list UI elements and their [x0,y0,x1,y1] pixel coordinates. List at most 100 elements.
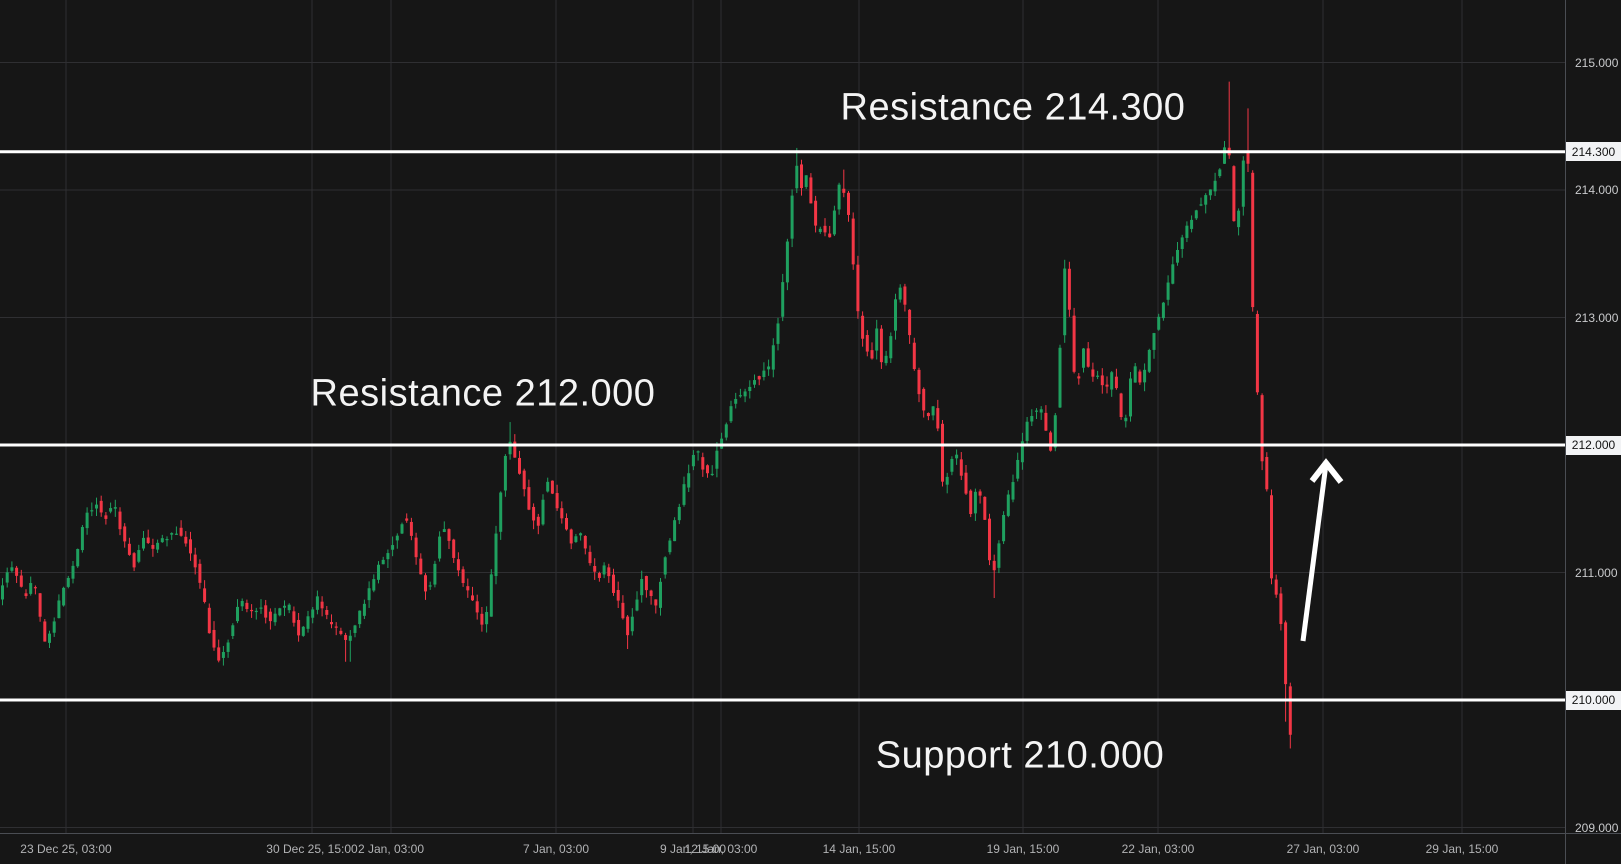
candle-body [983,496,987,520]
candle-body [1251,172,1255,308]
candle-body [1265,457,1269,490]
candle-body [306,616,310,629]
candle-body [71,565,75,579]
candle-body [1,585,4,600]
candle-body [875,328,879,351]
candle-body [842,188,846,193]
price-axis[interactable]: 215.000 214.000 213.000 212.000 211.000 210.0… [1565,0,1621,835]
candlestick-plot[interactable] [0,0,1565,833]
candle-body [212,629,216,648]
candle-body [597,573,601,578]
candle-body [377,564,380,580]
candle-body [438,536,442,559]
time-axis[interactable]: 23 Dec 25, 03:00 30 Dec 25, 15:00 2 Jan, 0… [0,833,1565,864]
candle-body [621,602,625,619]
time-tick-label: 2 Jan, 03:00 [357,842,425,856]
candle-body [1237,210,1241,228]
candle-body [607,567,611,577]
candle-body [1067,268,1071,310]
candle-body [414,537,418,558]
chart-pane[interactable]: Resistance 214.300 Resistance 212.000 Su… [0,0,1565,833]
candle-body [353,625,357,633]
candle-body [330,622,333,625]
candle-body [861,315,865,339]
price-tick-label: 211.000 [1575,565,1618,580]
candle-body [1129,378,1132,417]
candle-body [278,608,282,616]
candle-body [513,441,517,458]
candle-body [480,613,484,625]
candle-body [38,593,42,617]
gridlines [0,0,1565,833]
candle-body [1124,417,1128,422]
candle-body [250,609,254,612]
candle-body [955,454,959,459]
candle-body [348,635,352,641]
time-tick-label: 29 Jan, 15:00 [1425,842,1499,856]
time-tick-label: 9 Jan, 15:00 [659,842,727,856]
candle-body [894,299,897,331]
candle-body [809,177,813,204]
candle-body [950,458,954,472]
candle-body [325,609,329,615]
candle-body [691,454,695,467]
candle-body [673,520,677,542]
candle-body [856,264,860,312]
candle-body [593,566,597,572]
candle-body [1039,409,1043,413]
candle-body [889,336,893,359]
candle-body [823,225,827,233]
candle-body [151,544,155,549]
candle-body [626,616,630,636]
support-label[interactable]: Support 210.000 [875,734,1165,777]
time-tick-label: 30 Dec 25, 15:00 [266,842,358,856]
candle-body [334,626,338,628]
resistance-mid-label[interactable]: Resistance 212.000 [310,372,656,415]
price-tick-label: 215.000 [1575,55,1619,70]
candle-body [1133,366,1137,383]
time-tick-label: 23 Dec 25, 03:00 [20,842,112,856]
candle-body [193,554,197,568]
candle-body [555,493,559,509]
candle-body [1044,412,1048,431]
candle-body [292,611,296,623]
candle-body [297,619,301,636]
candle-body [1114,376,1118,389]
candle-body [391,545,395,550]
candle-body [536,516,540,526]
candle-body [837,184,841,210]
candle-body [48,633,51,643]
candle-body [1194,210,1198,219]
candle-body [66,577,70,587]
candle-body [569,529,573,544]
candle-body [5,572,9,583]
time-tick-label: 12 Jan, 03:00 [684,842,758,856]
resistance-upper-label[interactable]: Resistance 214.300 [840,86,1186,129]
candle-body [99,500,103,513]
candle-body [804,175,808,187]
candle-body [715,450,719,469]
candle-body [527,487,531,510]
candle-body [1147,349,1151,372]
up-arrow[interactable] [1300,458,1344,642]
candle-body [851,218,855,265]
candle-body [701,457,705,470]
time-tick-label: 7 Jan, 03:00 [522,842,590,856]
time-tick-label: 22 Jan, 03:00 [1121,842,1195,856]
price-level-badge: 214.300 [1566,142,1621,162]
candle-body [203,588,207,602]
candle-body [240,600,244,607]
candle-body [475,601,479,613]
candle-body [828,233,832,238]
candle-body [1025,421,1029,441]
candle-body [90,510,94,512]
candle-body [767,366,771,370]
candle-body [466,586,470,591]
candle-body [485,612,489,625]
candle-body [1176,249,1179,263]
candle-body [419,558,423,575]
candle-body [142,537,145,549]
candle-body [945,476,949,485]
price-tick-label: 213.000 [1575,310,1619,325]
candle-body [301,626,305,636]
